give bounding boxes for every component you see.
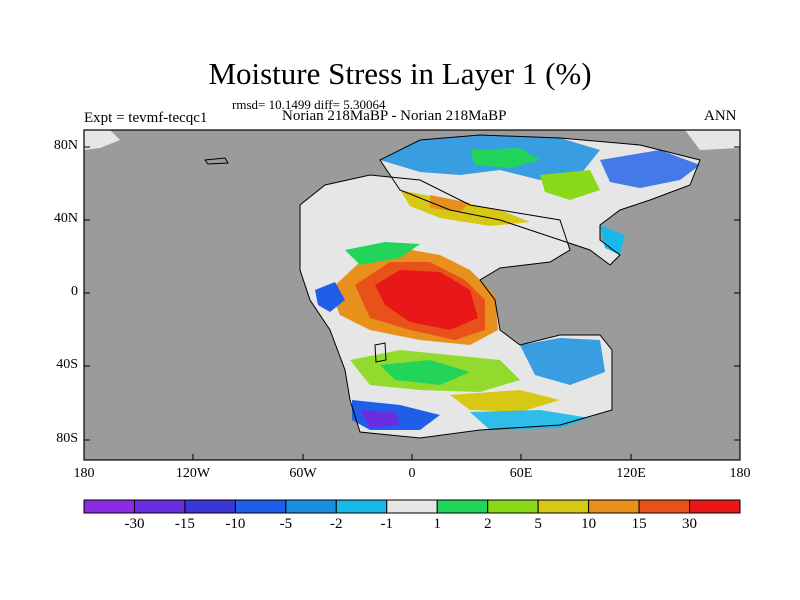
colorbar-label: 2 bbox=[483, 516, 492, 532]
colorbar-swatch bbox=[436, 499, 489, 514]
map-title: Moisture Stress in Layer 1 (%) bbox=[208, 56, 592, 91]
experiment-label: Expt = tevmf-tecqc1 bbox=[84, 110, 208, 126]
lat-tick-label: 0 bbox=[71, 284, 78, 299]
colorbar bbox=[83, 499, 741, 514]
lon-tick-label: 0 bbox=[408, 466, 416, 481]
colorbar-swatch bbox=[285, 499, 337, 514]
lon-tick-label: 120W bbox=[175, 466, 211, 481]
colorbar-swatch bbox=[487, 499, 539, 514]
colorbar-swatch bbox=[184, 499, 236, 514]
colorbar-label: -30 bbox=[124, 516, 145, 532]
colorbar-swatch bbox=[133, 499, 186, 514]
season-label: ANN bbox=[704, 108, 737, 124]
colorbar-label: 15 bbox=[631, 516, 647, 532]
colorbar-swatch bbox=[386, 499, 438, 514]
colorbar-label: -10 bbox=[225, 516, 246, 532]
colorbar-label: -5 bbox=[279, 516, 293, 532]
lon-tick-label: 60W bbox=[289, 466, 317, 481]
colorbar-swatch bbox=[234, 499, 287, 514]
colorbar-label: 30 bbox=[682, 516, 698, 532]
colorbar-swatch bbox=[335, 499, 388, 514]
colorbar-label: -15 bbox=[174, 516, 195, 532]
lon-tick-label: 180 bbox=[729, 466, 751, 481]
lat-tick-label: 80S bbox=[56, 431, 78, 446]
lon-tick-label: 120E bbox=[616, 466, 646, 481]
coastlines bbox=[204, 134, 701, 439]
axis-ticks bbox=[83, 146, 741, 460]
colorbar-swatch bbox=[689, 499, 741, 514]
colorbar-swatch bbox=[588, 499, 640, 514]
lat-tick-label: 80N bbox=[53, 138, 78, 153]
colorbar-label: 10 bbox=[581, 516, 597, 532]
lon-tick-label: 60E bbox=[509, 466, 533, 481]
colorbar-swatch bbox=[83, 499, 135, 514]
lat-tick-label: 40N bbox=[53, 211, 78, 226]
colorbar-label: 5 bbox=[534, 516, 542, 532]
colorbar-label: -2 bbox=[330, 516, 343, 532]
runs-label: Norian 218MaBP - Norian 218MaBP bbox=[282, 108, 507, 124]
colorbar-swatch bbox=[537, 499, 590, 514]
colorbar-label: 1 bbox=[433, 516, 441, 532]
lon-tick-label: 180 bbox=[73, 466, 95, 481]
colorbar-swatch bbox=[638, 499, 691, 514]
lat-tick-label: 40S bbox=[56, 357, 78, 372]
colorbar-label: -1 bbox=[380, 516, 394, 532]
stats-label: rmsd= 10.1499 diff= 5.30064 bbox=[232, 97, 386, 112]
field-patches bbox=[315, 135, 700, 430]
